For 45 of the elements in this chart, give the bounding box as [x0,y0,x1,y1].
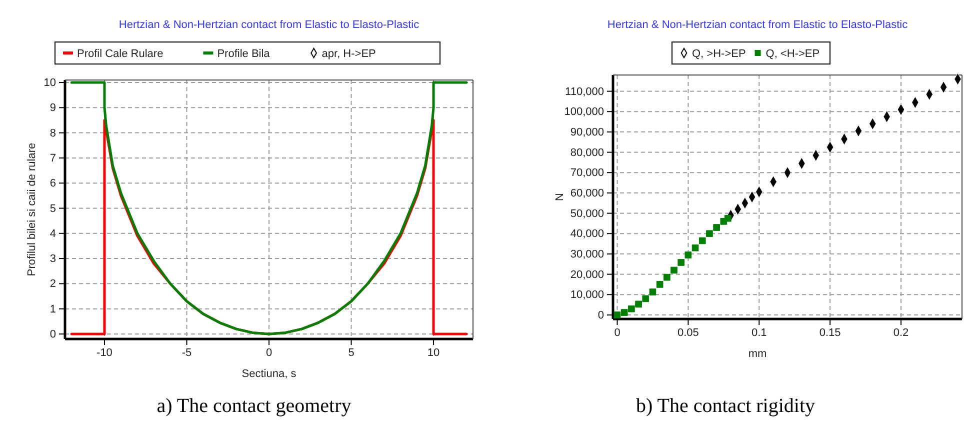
legend-label: Q, <H->EP [766,48,820,60]
x-tick-label: 0.15 [819,326,841,339]
x-tick-label: 0 [614,326,620,339]
x-tick-label: 10 [427,346,440,359]
x-tick-label: 0.05 [677,326,699,339]
x-tick-label: 5 [348,346,354,359]
y-tick-label: 30,000 [570,248,604,260]
y-tick-label: 2 [50,278,56,290]
y-tick-label: 40,000 [570,228,604,240]
x-tick-label: -10 [96,346,112,359]
legend-label: Profile Bila [217,48,271,60]
chart-title: Hertzian & Non-Hertzian contact from Elastic to Elasto-Plastic [118,19,420,31]
legend-label: Q, >H->EP [692,48,746,60]
y-tick-label: 4 [50,228,56,240]
x-tick-label: 0 [266,346,272,359]
x-tick-label: -5 [182,346,192,359]
y-tick-label: 110,000 [565,86,604,98]
y-tick-label: 90,000 [570,126,604,138]
x-axis-title: mm [748,348,767,360]
y-tick-label: 10 [44,77,56,90]
x-axis-title: Sectiuna, s [242,368,297,380]
x-tick-label: 0.1 [751,326,767,339]
y-tick-label: 6 [50,178,56,190]
legend-label: Profil Cale Rulare [77,48,164,60]
text: b) The contact rigidity [636,395,816,417]
y-tick-label: 60,000 [570,187,604,200]
text: a) The contact geometry [156,395,352,417]
x-tick-label: 0.2 [893,326,909,339]
y-tick-label: 20,000 [570,268,604,281]
y-tick-label: 70,000 [570,167,604,180]
y-tick-label: 9 [50,102,56,114]
y-tick-label: 10,000 [570,289,604,302]
chart-title: Hertzian & Non-Hertzian contact from Elastic to Elasto-Plastic [607,19,908,31]
legend-label: apr, H->EP [322,48,376,60]
y-tick-label: 80,000 [570,146,604,159]
y-tick-label: 100,000 [564,106,604,118]
y-tick-label: 7 [50,152,56,164]
y-tick-label: 8 [50,127,56,140]
y-tick-label: 50,000 [570,208,604,220]
y-tick-label: 0 [598,309,604,322]
y-tick-label: 3 [50,253,56,266]
y-axis-title: Profilul bilei si caii de rulare [26,142,38,276]
y-axis-title: N [554,192,566,201]
y-tick-label: 1 [50,303,56,316]
y-tick-label: 5 [50,202,56,215]
